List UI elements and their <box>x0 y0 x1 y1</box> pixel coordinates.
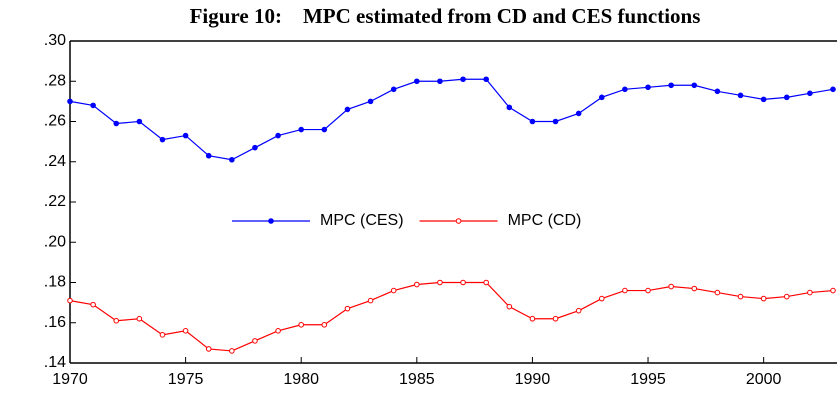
point <box>529 315 536 322</box>
point <box>390 86 397 93</box>
point <box>575 110 582 117</box>
x-tick-label: 1975 <box>168 371 204 388</box>
point <box>414 281 420 288</box>
legend-label: MPC (CES) <box>320 212 404 229</box>
point <box>783 293 790 300</box>
point <box>229 348 235 354</box>
point <box>205 152 212 159</box>
point <box>760 96 767 103</box>
legend-marker <box>268 218 274 224</box>
point <box>483 279 489 286</box>
point <box>67 98 73 105</box>
point <box>830 86 836 93</box>
point <box>344 305 351 312</box>
point <box>575 307 582 314</box>
point <box>807 289 813 296</box>
point <box>783 94 790 101</box>
point <box>737 293 744 300</box>
point <box>321 126 328 133</box>
y-tick-label: .26 <box>44 113 66 130</box>
point <box>830 287 836 294</box>
point <box>136 315 143 322</box>
x-tick-label: 1995 <box>630 371 666 388</box>
point <box>90 102 96 109</box>
x-tick-label: 1990 <box>515 371 551 388</box>
point <box>136 118 143 125</box>
y-tick-label: .28 <box>44 72 66 89</box>
point <box>552 315 559 322</box>
point <box>760 295 767 302</box>
point <box>298 321 305 328</box>
point <box>367 297 374 304</box>
y-tick-label: .20 <box>44 233 66 250</box>
point <box>205 346 212 352</box>
point <box>182 132 189 139</box>
point <box>252 338 258 344</box>
point <box>390 287 397 294</box>
point <box>159 332 166 338</box>
point <box>529 118 536 125</box>
y-tick-label: .18 <box>44 274 66 291</box>
point <box>506 104 513 111</box>
point <box>460 76 466 83</box>
y-tick-label: .30 <box>44 32 66 49</box>
point <box>229 156 235 163</box>
point <box>645 287 651 294</box>
legend-marker <box>455 218 462 224</box>
series-line <box>69 78 834 161</box>
point <box>252 144 258 151</box>
point <box>414 78 420 85</box>
point <box>367 98 374 105</box>
chart-title: Figure 10: MPC estimated from CD and CES… <box>190 4 701 28</box>
point <box>668 283 674 290</box>
x-tick-label: 1970 <box>52 371 88 388</box>
y-tick-label: .14 <box>44 354 66 371</box>
x-tick-label: 1980 <box>283 371 319 388</box>
point <box>714 88 721 95</box>
point <box>113 120 120 127</box>
point <box>506 303 513 310</box>
point <box>321 321 328 328</box>
point <box>159 136 166 143</box>
point <box>645 84 651 91</box>
y-tick-label: .22 <box>44 193 66 210</box>
point <box>691 82 698 89</box>
x-tick-label: 2000 <box>746 371 782 388</box>
point <box>714 289 721 296</box>
legend-label: MPC (CD) <box>508 212 582 229</box>
point <box>182 328 189 334</box>
point <box>460 279 466 286</box>
point <box>622 86 628 93</box>
point <box>691 285 698 292</box>
point <box>737 92 744 99</box>
y-tick-label: .24 <box>44 153 66 170</box>
point <box>275 132 281 139</box>
point <box>67 297 73 304</box>
point <box>552 118 559 125</box>
point <box>598 295 605 302</box>
point <box>113 317 120 324</box>
y-tick-label: .16 <box>44 314 66 331</box>
point <box>344 106 351 113</box>
point <box>298 126 305 133</box>
point <box>437 78 443 85</box>
point <box>598 94 605 101</box>
series-line <box>69 281 834 352</box>
point <box>668 82 674 89</box>
point <box>807 90 813 97</box>
point <box>483 76 489 83</box>
point <box>275 328 281 334</box>
point <box>90 301 96 308</box>
point <box>622 287 628 294</box>
point <box>437 279 443 286</box>
x-tick-label: 1985 <box>399 371 435 388</box>
